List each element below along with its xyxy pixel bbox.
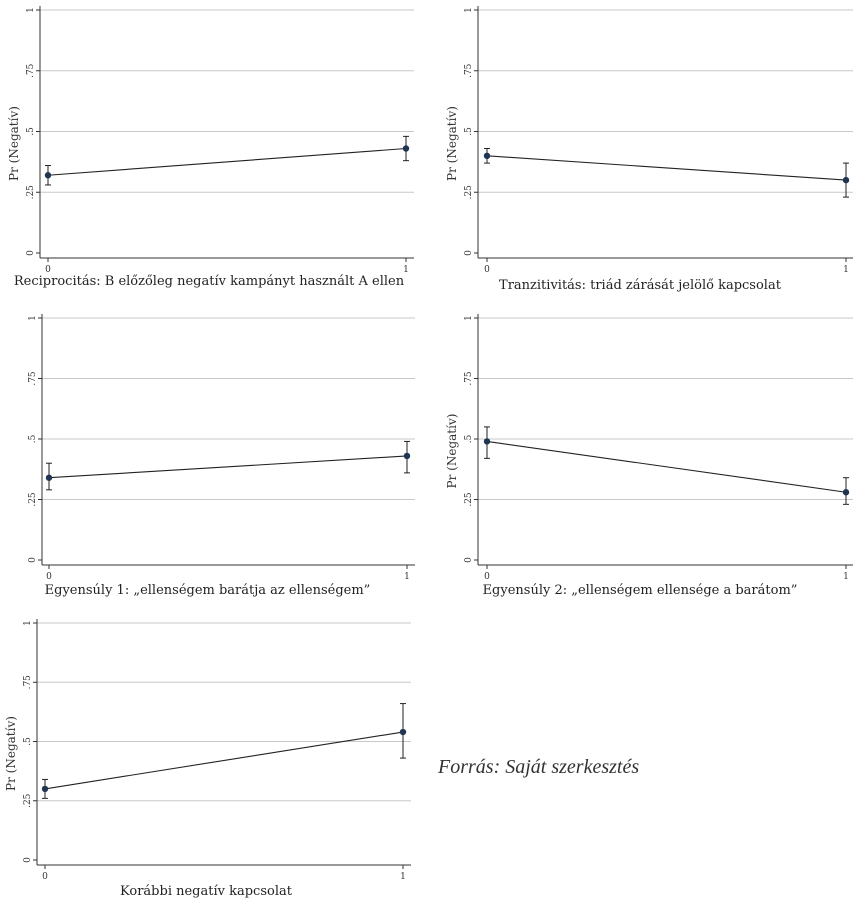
x-axis-label: Tranzitivitás: triád zárását jelölő kapc… bbox=[499, 278, 781, 293]
chart-svg-transitivity: 0 .25 .5 .75 1 Pr (Negatív) 0 1 bbox=[445, 6, 853, 275]
data-point bbox=[842, 176, 850, 184]
y-tick-label: .25 bbox=[464, 185, 474, 200]
y-tick-label: .75 bbox=[26, 63, 36, 78]
x-axis-label: Reciprocitás: B előzőleg negatív kampány… bbox=[13, 274, 405, 289]
y-tick-label: .25 bbox=[464, 492, 474, 507]
series-line bbox=[44, 731, 404, 790]
data-point bbox=[41, 785, 49, 793]
x-tick-label: 0 bbox=[45, 265, 51, 275]
data-point bbox=[483, 438, 491, 445]
y-tick-label: .5 bbox=[26, 127, 36, 136]
chart-panel-reciprocity: 0 .25 .5 .75 1 Pr (Negatív) 0 1 Reciprocitás: B… bbox=[0, 0, 420, 300]
x-axis-label: Egyensúly 2: „ellenségem ellensége a bar… bbox=[482, 583, 798, 598]
data-point bbox=[842, 489, 850, 496]
y-tick-label: .25 bbox=[26, 185, 36, 200]
chart-panel-balance-1: 0 .25 .5 .75 1 0 1 Egyensúly 1: „ellenségem ba… bbox=[0, 305, 420, 605]
y-tick-label: .5 bbox=[23, 737, 33, 746]
y-axis-label: Pr (Negatív) bbox=[445, 106, 459, 181]
data-point bbox=[483, 152, 491, 159]
x-tick-label: 0 bbox=[42, 872, 48, 882]
x-axis-label: Egyensúly 1: „ellenségem barátja az elle… bbox=[44, 583, 371, 598]
y-tick-label: .25 bbox=[23, 793, 33, 808]
y-tick-label: 0 bbox=[464, 250, 474, 256]
y-axis-label: Pr (Negatív) bbox=[4, 716, 18, 791]
x-tick-label: 0 bbox=[46, 572, 52, 582]
series-line bbox=[486, 440, 847, 493]
y-tick-label: .75 bbox=[464, 63, 474, 78]
y-tick-label: .75 bbox=[28, 371, 38, 386]
x-tick-label: 1 bbox=[403, 265, 409, 275]
data-point bbox=[403, 452, 411, 460]
x-tick-label: 0 bbox=[484, 265, 490, 275]
y-tick-label: .5 bbox=[28, 434, 38, 443]
y-tick-label: 0 bbox=[23, 857, 33, 863]
y-tick-label: .75 bbox=[464, 371, 474, 386]
series-line bbox=[48, 455, 408, 479]
y-tick-label: 1 bbox=[26, 7, 36, 13]
y-tick-label: .25 bbox=[28, 492, 38, 507]
y-tick-label: .5 bbox=[464, 434, 474, 443]
y-tick-label: 1 bbox=[464, 315, 474, 321]
data-point bbox=[45, 474, 53, 481]
chart-svg-previous-negative: 0 .25 .5 .75 1 Pr (Negatív) 0 1 bbox=[4, 619, 411, 882]
chart-svg-balance-2: 0 .25 .5 .75 1 Pr (Negatív) 0 1 bbox=[445, 314, 853, 582]
x-tick-label: 1 bbox=[400, 872, 406, 882]
data-point bbox=[44, 172, 52, 179]
y-tick-label: 1 bbox=[464, 7, 474, 13]
x-axis-label: Korábbi negatív kapcsolat bbox=[120, 884, 292, 899]
chart-panel-balance-2: 0 .25 .5 .75 1 Pr (Negatív) 0 1 Egyensúly 2: „e… bbox=[430, 305, 853, 605]
y-tick-label: 0 bbox=[28, 557, 38, 563]
data-point bbox=[402, 145, 410, 152]
x-tick-label: 1 bbox=[843, 265, 849, 275]
series-line bbox=[486, 155, 847, 181]
chart-panel-previous-negative: 0 .25 .5 .75 1 Pr (Negatív) 0 1 Korábbi negatív… bbox=[0, 612, 420, 905]
chart-panel-transitivity: 0 .25 .5 .75 1 Pr (Negatív) 0 1 Tranzitivitás: … bbox=[430, 0, 853, 300]
y-tick-label: 0 bbox=[26, 250, 36, 256]
x-tick-label: 0 bbox=[484, 572, 490, 582]
y-axis-label: Pr (Negatív) bbox=[445, 414, 459, 489]
y-tick-label: .5 bbox=[464, 127, 474, 136]
data-point bbox=[399, 728, 407, 736]
chart-svg-reciprocity: 0 .25 .5 .75 1 Pr (Negatív) 0 1 bbox=[7, 6, 414, 275]
series-line bbox=[47, 147, 407, 176]
chart-svg-balance-1: 0 .25 .5 .75 1 0 1 bbox=[28, 314, 415, 582]
y-tick-label: 1 bbox=[28, 315, 38, 321]
x-tick-label: 1 bbox=[404, 572, 410, 582]
y-tick-label: 0 bbox=[464, 557, 474, 563]
source-note: Forrás: Saját szerkesztés bbox=[438, 756, 640, 778]
y-tick-label: 1 bbox=[23, 620, 33, 626]
y-axis-label: Pr (Negatív) bbox=[7, 106, 21, 181]
y-tick-label: .75 bbox=[23, 675, 33, 690]
x-tick-label: 1 bbox=[843, 572, 849, 582]
